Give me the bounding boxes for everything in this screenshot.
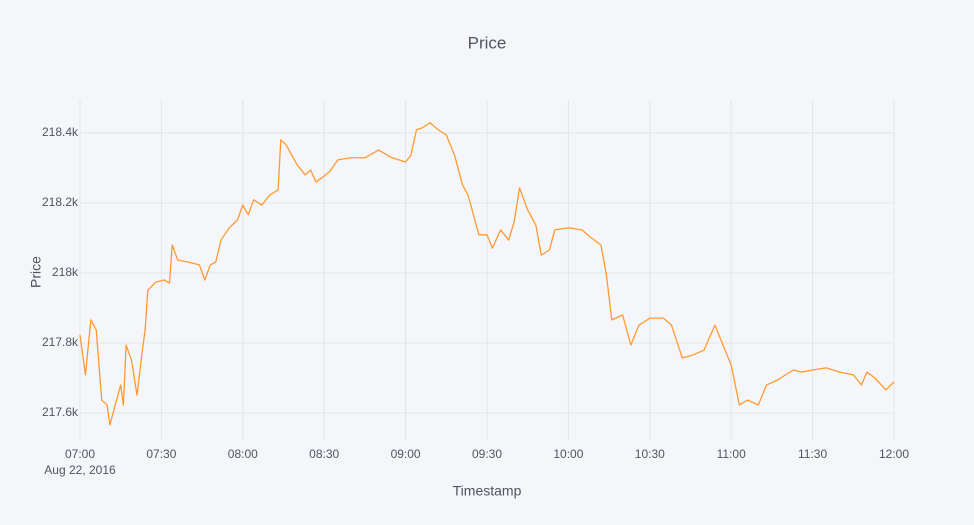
x-tick-label: 07:30 [146, 447, 176, 461]
x-tick-label: 10:30 [635, 447, 665, 461]
x-tick-label: 07:00 [65, 447, 95, 461]
x-tick-label: 09:30 [472, 447, 502, 461]
y-axis-title: Price [28, 256, 44, 288]
y-tick-label: 218k [52, 265, 79, 279]
x-tick-label: 08:00 [228, 447, 258, 461]
chart-title: Price [468, 33, 507, 52]
y-tick-label: 218.4k [42, 125, 79, 139]
x-axis-title: Timestamp [453, 483, 522, 499]
x-tick-label: 09:00 [391, 447, 421, 461]
price-line [79, 122, 895, 426]
x-tick-label: 08:30 [309, 447, 339, 461]
x-tick-label: 11:30 [798, 447, 827, 461]
y-tick-label: 218.2k [42, 195, 79, 209]
x-tick-label: 10:00 [553, 447, 583, 461]
x-date-label: Aug 22, 2016 [44, 463, 116, 477]
x-tick-label: 11:00 [717, 447, 746, 461]
y-tick-label: 217.8k [42, 335, 79, 349]
x-tick-label: 12:00 [879, 447, 909, 461]
y-tick-label: 217.6k [42, 405, 79, 419]
